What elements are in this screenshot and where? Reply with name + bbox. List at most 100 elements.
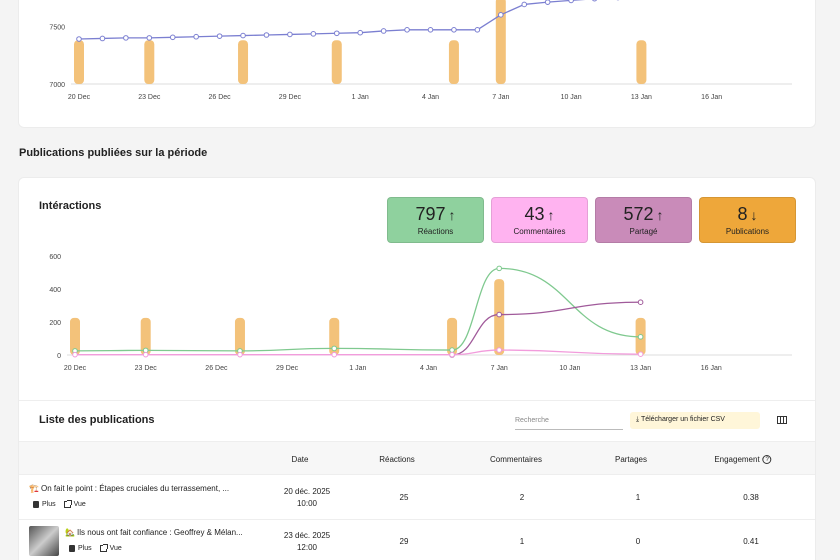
bar [448,40,459,84]
data-point [427,27,434,33]
interactions-title: Intéractions [39,200,102,212]
date: 23 déc. 2025 [283,531,331,540]
shares-cell: 1 [635,493,641,502]
bar [140,317,151,355]
stat-reactions[interactable]: 797 ↑ Réactions [387,197,484,243]
y-tick-label: 7000 [49,82,65,89]
x-tick-label: 20 Dec [64,365,87,372]
table-header: Date Réactions Commentaires Partages Eng… [19,441,815,475]
data-point [592,0,598,2]
stat-publications[interactable]: 8 ↓ Publications [699,197,796,243]
stat-shares[interactable]: 572 ↑ Partagé [595,197,692,243]
data-point [142,351,149,358]
more-label: Plus [42,501,56,508]
data-point [404,27,410,33]
series-line [74,267,641,352]
x-tick-label: 10 Jan [559,365,580,372]
shares-cell: 0 [635,537,641,546]
x-tick-label: 1 Jan [349,365,366,372]
more-label: Plus [78,545,92,552]
view-button[interactable]: Vue [63,500,86,508]
reactions-cell: 29 [399,537,409,546]
followers-card: 7000 7500 20 Dec 23 Dec 26 Dec 29 Dec 1 Jan 4 J… [18,0,816,128]
data-point [216,33,223,39]
more-button[interactable]: Plus [69,545,92,552]
stat-label: Réactions [417,227,454,236]
stat-label: Publications [725,227,770,236]
y-tick-label: 7500 [49,24,65,31]
interactions-chart: 0 200 400 600 20 Dec 23 Dec 26 Dec 29 Dec 1 Jan 4… [49,254,792,372]
series-line [452,301,641,356]
data-point [568,0,574,4]
data-point [357,29,364,36]
col-comments[interactable]: Commentaires [489,455,543,464]
stat-comments[interactable]: 43 ↑ Commentaires [491,197,588,243]
bar [70,317,80,355]
x-tick-label: 4 Jan [420,365,437,372]
arrow-up-icon: ↑ [448,207,456,223]
columns-icon[interactable] [777,416,787,424]
view-label: Vue [109,545,122,552]
view-button[interactable]: Vue [99,544,122,552]
data-point [99,35,106,42]
col-shares[interactable]: Partages [614,455,648,464]
publication-emoji: 🏡 [65,528,75,537]
bar [495,0,506,84]
help-icon[interactable]: ? [762,455,772,465]
row-actions: Plus Vue [33,500,86,508]
col-engagement-label: Engagement [714,455,760,464]
comments-cell: 2 [519,493,525,502]
arrow-up-icon: ↑ [547,207,555,223]
data-point [263,32,270,38]
col-reactions[interactable]: Réactions [379,455,415,464]
time: 12:00 [296,543,318,552]
table-row[interactable]: 🏡 Ils nous ont fait confiance : Geoffrey … [19,520,815,560]
interactions-card: Intéractions 797 ↑ Réactions 43 ↑ Commenta… [18,177,816,560]
x-tick-label: 29 Dec [276,365,299,372]
x-tick-label: 23 Dec [138,94,161,101]
x-tick-label: 10 Jan [561,94,582,101]
data-point [451,27,457,33]
x-tick-label: 20 Dec [68,94,91,101]
external-link-icon [63,500,72,508]
publication-title[interactable]: 🏡 Ils nous ont fait confiance : Geoffrey … [65,528,243,537]
arrow-up-icon: ↑ [656,207,664,223]
bar [234,317,245,355]
external-link-icon [99,544,108,552]
date: 20 déc. 2025 [283,487,331,496]
data-point [240,32,246,39]
copy-icon [69,545,75,552]
table-row[interactable]: 🏗️ On fait le point : Étapes cruciales du… [19,476,815,520]
data-point [76,36,82,42]
section-title: Publications publiées sur la période [19,147,208,159]
download-csv-label: Télécharger un fichier CSV [640,416,725,423]
x-tick-label: 26 Dec [209,94,232,101]
col-date[interactable]: Date [291,455,309,464]
data-point [449,351,455,358]
publication-title[interactable]: 🏗️ On fait le point : Étapes cruciales du… [29,484,229,493]
data-point [637,299,644,306]
col-engagement[interactable]: Engagement? [714,455,772,465]
x-tick-label: 16 Jan [701,94,722,101]
x-tick-label: 29 Dec [279,94,302,101]
more-button[interactable]: Plus [33,501,56,508]
followers-chart: 7000 7500 20 Dec 23 Dec 26 Dec 29 Dec 1 Jan 4 J… [49,0,792,101]
copy-icon [33,501,39,508]
stat-label: Commentaires [513,227,566,236]
data-point [474,27,481,33]
download-icon: ⤓ [636,416,640,423]
engagement-cell: 0.41 [743,537,759,546]
search-input[interactable]: Recherche [515,414,623,430]
data-point [193,33,199,40]
x-tick-label: 23 Dec [135,365,158,372]
date-cell: 20 déc. 2025 10:00 [284,486,330,510]
x-tick-label: 16 Jan [701,365,722,372]
publication-emoji: 🏗️ [29,484,39,493]
bar [331,40,342,84]
bar [238,40,249,84]
x-tick-label: 1 Jan [352,94,369,101]
arrow-down-icon: ↓ [750,207,758,223]
download-csv-button[interactable]: ⤓ Télécharger un fichier CSV [630,412,760,429]
bar [74,40,84,84]
list-title: Liste des publications [39,414,155,426]
